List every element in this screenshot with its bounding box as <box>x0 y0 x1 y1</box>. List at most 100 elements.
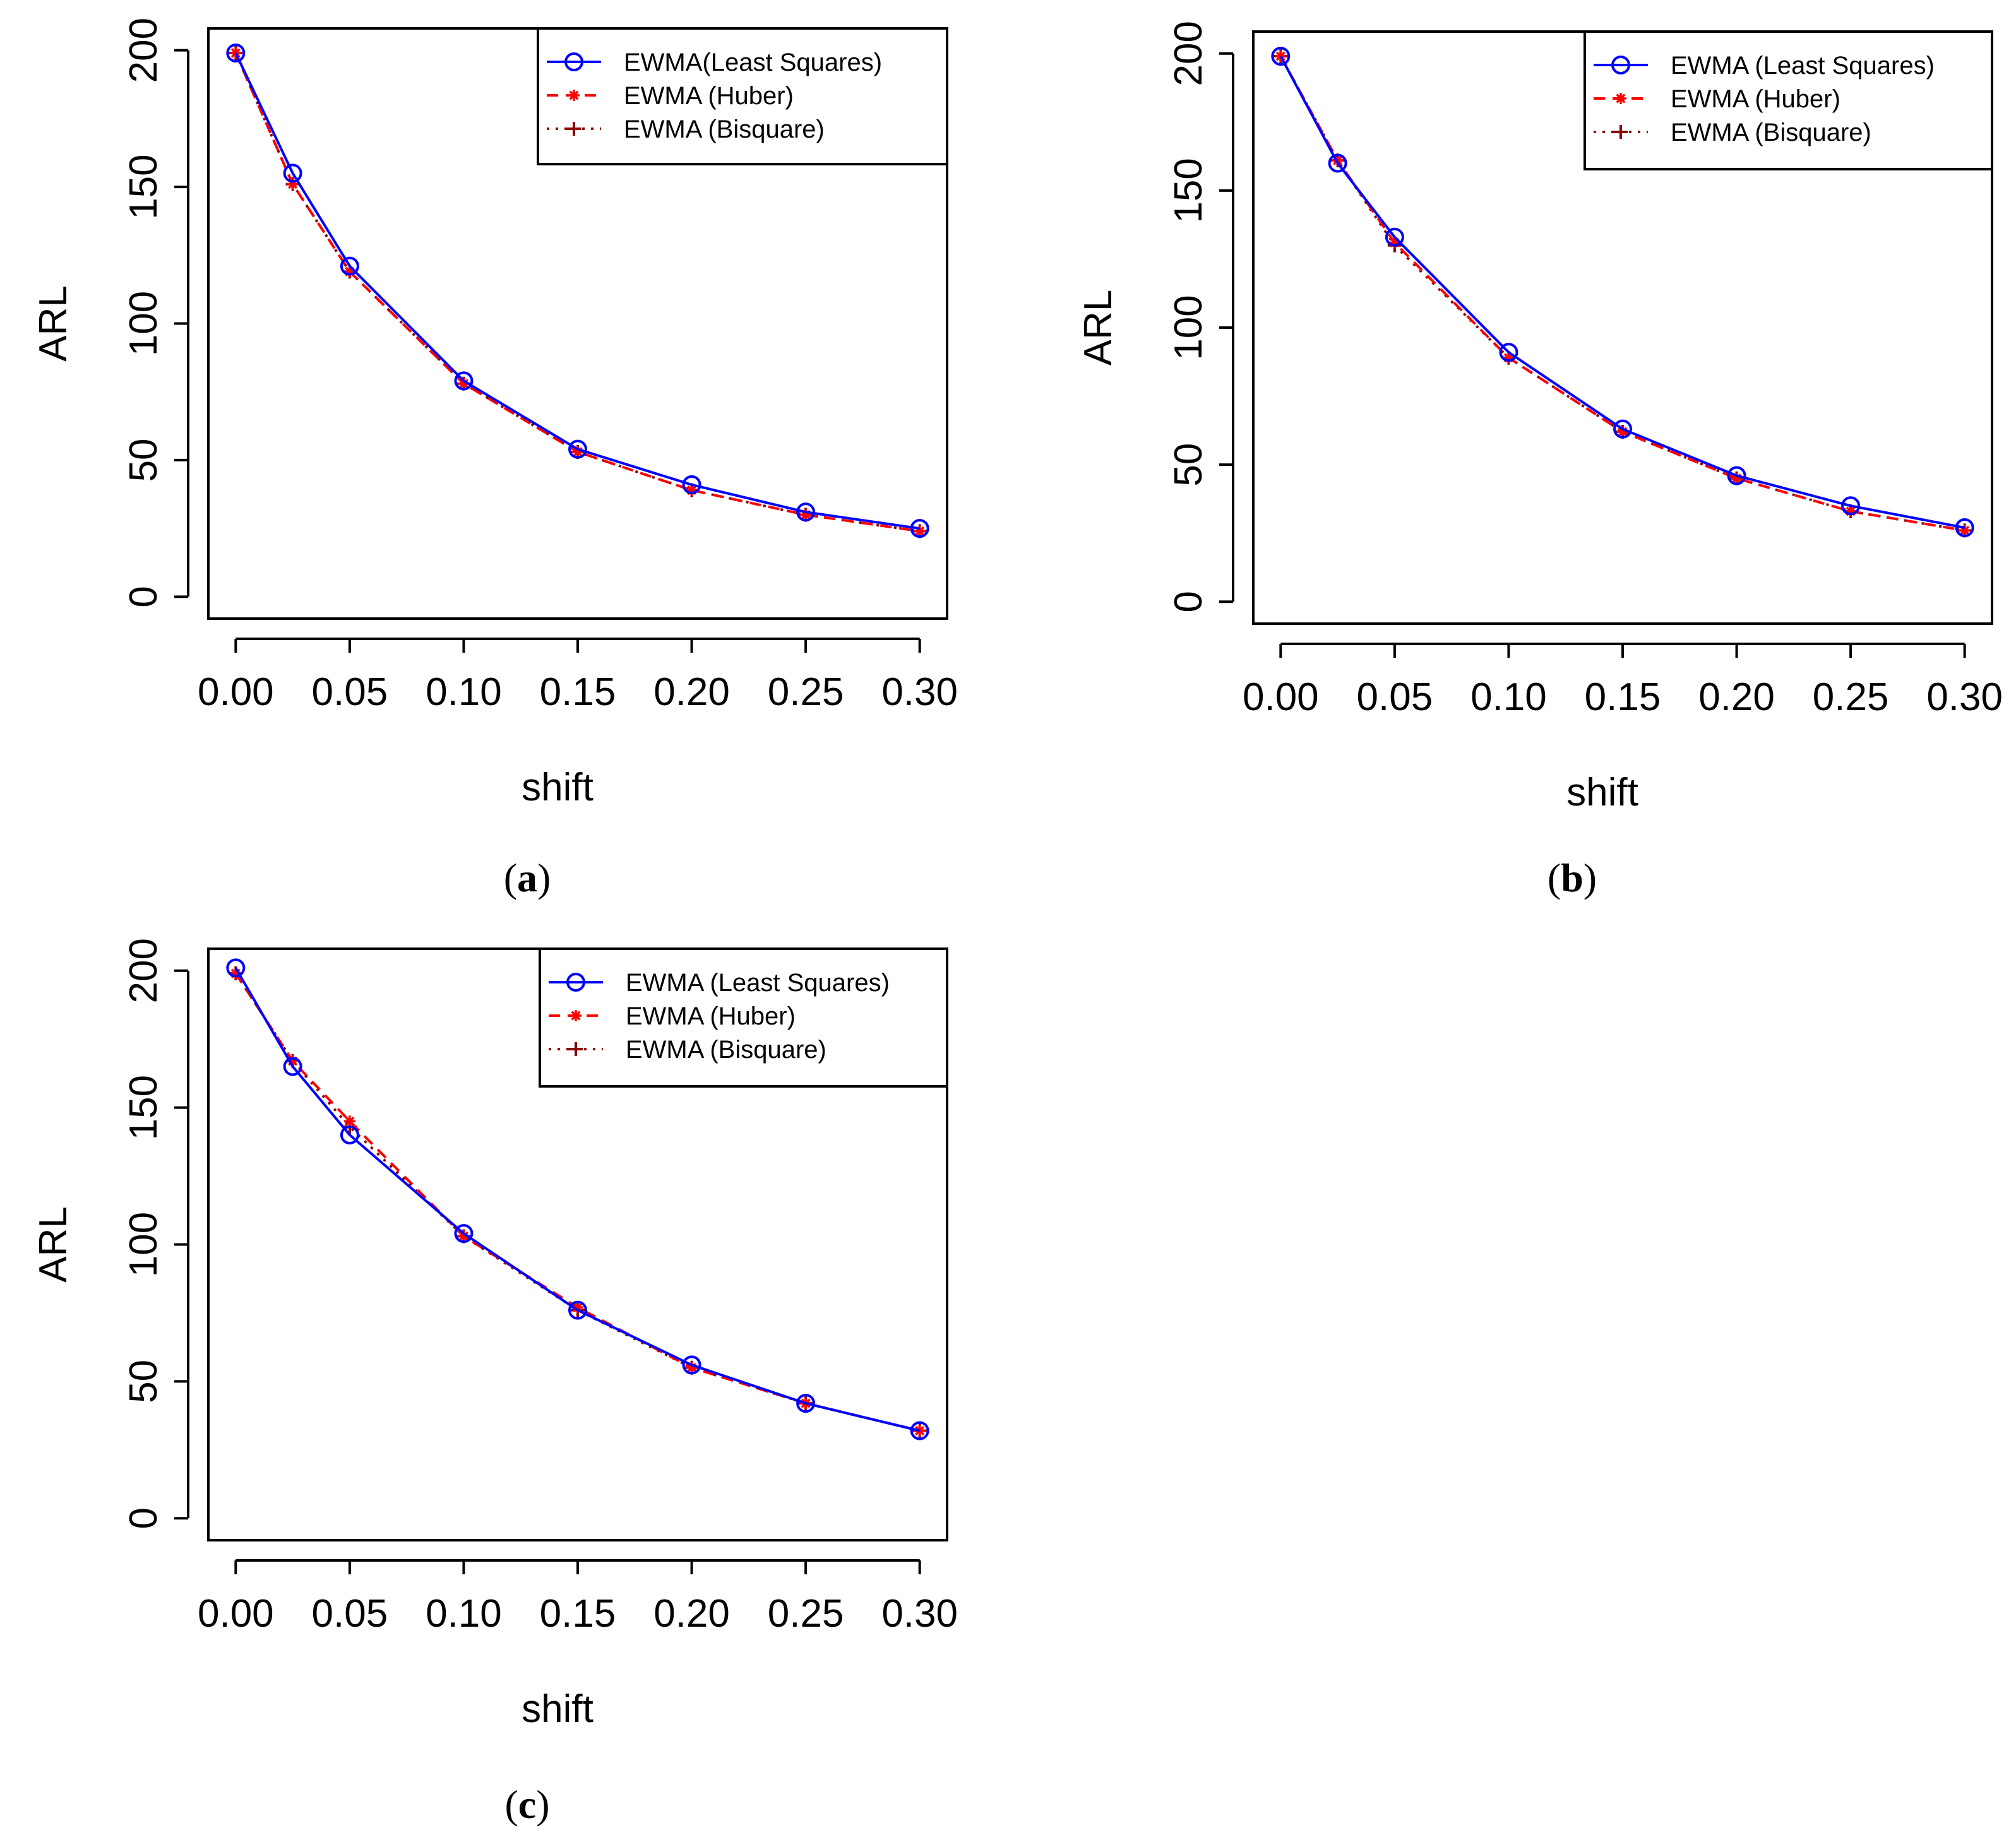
series-circle <box>1271 47 1974 538</box>
series-line <box>234 972 921 1432</box>
y-tick-label: 0 <box>122 586 165 607</box>
data-point <box>1328 153 1347 173</box>
data-point <box>568 439 587 459</box>
data-point <box>572 1302 583 1314</box>
legend-box <box>539 947 948 1088</box>
data-point <box>682 1355 701 1375</box>
series-line <box>1279 56 1965 529</box>
x-tick-label: 0.30 <box>1926 675 2003 719</box>
data-point <box>1845 505 1857 517</box>
data-point <box>1955 518 1974 538</box>
legend: EWMA (Least Squares) EWMA (Huber) EWMA (Bi… <box>539 947 948 1088</box>
data-point <box>1385 227 1404 247</box>
legend-label: EWMA (Huber) <box>1671 85 1840 113</box>
x-tick-label: 0.30 <box>881 670 958 714</box>
data-point <box>800 509 812 521</box>
data-point <box>283 163 302 183</box>
y-tick-label: 100 <box>122 291 165 356</box>
data-point <box>1731 472 1743 484</box>
data-point <box>1727 466 1746 485</box>
y-tick-label: 150 <box>122 1075 165 1140</box>
x-tick-label: 0.05 <box>312 670 388 714</box>
data-point <box>230 968 242 980</box>
series-asterisk <box>230 47 926 537</box>
x-tick-label: 0.00 <box>1243 675 1319 719</box>
x-tick-label: 0.25 <box>1813 675 1889 719</box>
data-point <box>458 377 470 389</box>
legend-marker <box>568 90 580 101</box>
data-point <box>454 1224 474 1244</box>
legend-marker <box>566 973 585 992</box>
x-tick-label: 0.15 <box>540 670 616 714</box>
x-tick-label: 0.15 <box>540 1592 616 1636</box>
data-point <box>343 266 355 278</box>
data-point <box>1499 343 1518 362</box>
data-point <box>1332 155 1344 167</box>
legend-label: EWMA (Bisquare) <box>626 1036 826 1064</box>
y-axis: 0 50 100 150 200 ARL <box>1077 21 1234 613</box>
legend-marker <box>564 52 583 71</box>
data-point <box>340 256 359 276</box>
data-point <box>1617 426 1628 438</box>
x-tick-label: 0.00 <box>198 670 274 714</box>
legend-label: EWMA (Bisquare) <box>624 116 825 143</box>
x-tick-label: 0.05 <box>312 1592 388 1636</box>
y-axis-label: ARL <box>32 1206 75 1283</box>
data-point <box>1613 419 1632 439</box>
data-point <box>686 484 698 496</box>
x-tick-label: 0.25 <box>768 1592 844 1636</box>
y-axis: 0 50 100 150 200 ARL <box>32 938 189 1529</box>
y-tick-label: 100 <box>1167 295 1210 360</box>
y-tick-label: 50 <box>1167 443 1210 487</box>
series-line <box>234 52 920 530</box>
y-tick-label: 150 <box>122 154 165 219</box>
panel-label: b <box>1561 855 1584 900</box>
series-line <box>234 52 920 533</box>
x-tick-label: 0.20 <box>653 670 730 714</box>
x-axis: 0.00 0.05 0.10 0.15 0.20 0.25 0.30 shift <box>198 1559 958 1731</box>
data-point <box>682 475 701 494</box>
data-point <box>796 502 816 522</box>
legend-label: EWMA (Bisquare) <box>1671 119 1871 146</box>
x-tick-label: 0.10 <box>426 1592 502 1636</box>
panel-label: c <box>518 1782 536 1827</box>
y-tick-label: 0 <box>1167 591 1210 612</box>
y-tick-label: 150 <box>1167 158 1210 223</box>
data-point <box>287 1055 299 1067</box>
y-tick-label: 0 <box>122 1507 165 1529</box>
legend-label: EWMA(Least Squares) <box>624 49 882 76</box>
data-point <box>686 1362 698 1374</box>
x-tick-label: 0.25 <box>768 670 844 714</box>
data-point <box>454 371 474 391</box>
panel-caption: (b) <box>1548 855 1597 900</box>
chart-panel-b: 0.00 0.05 0.10 0.15 0.20 0.25 0.30 shift 0 50 100 1… <box>1077 21 2003 900</box>
x-tick-label: 0.05 <box>1357 675 1433 719</box>
data-point <box>230 47 242 59</box>
y-tick-label: 50 <box>122 1360 165 1403</box>
data-point <box>1841 496 1861 516</box>
data-point <box>796 1394 816 1413</box>
legend-label: EWMA (Huber) <box>624 82 794 110</box>
panel-caption: (c) <box>504 1782 549 1827</box>
legend: EWMA (Least Squares) EWMA (Huber) EWMA (Bi… <box>1584 30 1993 170</box>
x-tick-label: 0.00 <box>198 1592 274 1636</box>
data-point <box>910 519 929 538</box>
y-axis-label: ARL <box>32 285 75 362</box>
data-point <box>343 1115 355 1127</box>
y-tick-label: 200 <box>1167 21 1210 86</box>
x-tick-label: 0.30 <box>881 1592 958 1636</box>
x-axis-label: shift <box>522 1687 593 1731</box>
data-point <box>340 1125 359 1144</box>
legend-marker <box>567 122 581 136</box>
x-tick-label: 0.20 <box>1698 675 1775 719</box>
series-line <box>234 967 921 1432</box>
y-axis: 0 50 100 150 200 ARL <box>32 18 189 608</box>
data-point <box>1275 50 1287 62</box>
legend-marker <box>1614 125 1628 139</box>
data-point <box>226 43 246 62</box>
x-axis: 0.00 0.05 0.10 0.15 0.20 0.25 0.30 shift <box>1243 643 2003 814</box>
x-tick-label: 0.10 <box>1470 675 1547 719</box>
y-tick-label: 100 <box>122 1212 165 1277</box>
x-axis-label: shift <box>1566 771 1638 814</box>
